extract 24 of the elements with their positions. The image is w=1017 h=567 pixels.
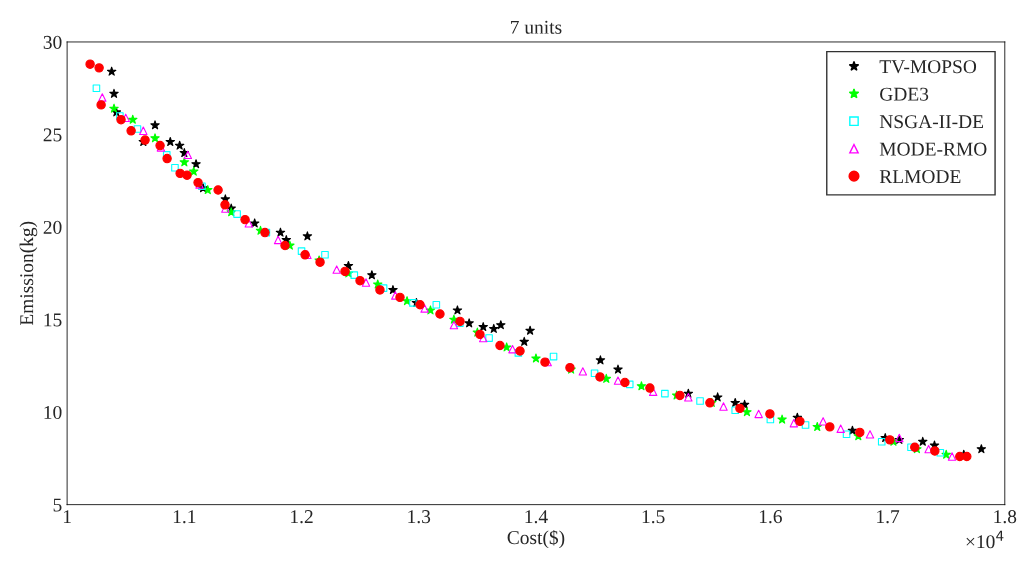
y-tick-label: 5 xyxy=(53,498,62,512)
x-tick-label: 1.6 xyxy=(759,510,782,524)
chart-title: 7 units xyxy=(511,20,562,34)
x-tick-label: 1.3 xyxy=(408,510,431,524)
legend-label: NSGA-II-DE xyxy=(879,115,984,129)
y-tick-label: 10 xyxy=(44,405,62,420)
y-tick-label: 15 xyxy=(44,313,62,327)
y-tick-label: 25 xyxy=(43,128,62,142)
y-axis-title: Emission(kg) xyxy=(19,221,38,326)
x-axis-title: Cost($) xyxy=(507,529,565,549)
x-tick-label: 1.1 xyxy=(173,510,196,524)
y-tick-label: 30 xyxy=(43,35,62,49)
legend-label: MODE-RMO xyxy=(879,142,987,156)
x-tick-label: 1 xyxy=(63,510,71,523)
legend-label: TV-MOPSO xyxy=(879,60,977,74)
legend-label: GDE3 xyxy=(880,87,929,101)
x-tick-label: 1.7 xyxy=(877,510,900,524)
x-tick-label: 1.4 xyxy=(525,510,548,524)
legend-label: RLMODE xyxy=(879,170,961,184)
x-tick-label: 1.2 xyxy=(291,510,313,524)
x-tick-label: 1.8 xyxy=(994,510,1017,524)
x-tick-label: 1.5 xyxy=(642,510,665,524)
text: ×10$^{4}$ xyxy=(966,530,1004,549)
y-tick-label: 20 xyxy=(43,220,62,234)
